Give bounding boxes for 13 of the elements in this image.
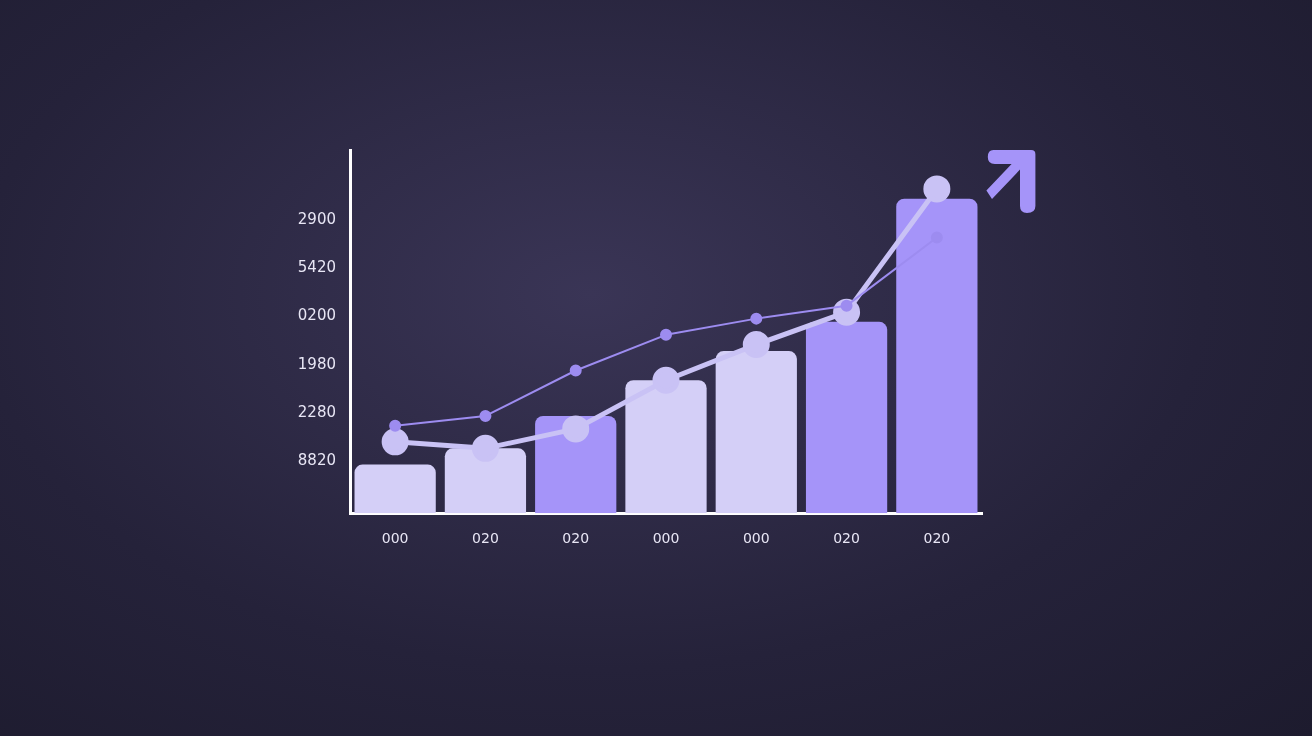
x-tick-label: 000 — [742, 530, 770, 547]
text: 1980 — [297, 354, 336, 373]
x-tick-label: 020 — [923, 530, 951, 547]
text: 0200 — [297, 306, 336, 325]
text: 8820 — [297, 451, 336, 470]
x-tick-label: 020 — [833, 530, 860, 547]
text: 2900 — [297, 209, 336, 228]
x-tick-label: 000 — [652, 530, 680, 547]
x-tick-label: 000 — [381, 530, 409, 547]
x-tick-label: 020 — [562, 530, 590, 547]
text: 5420 — [297, 258, 336, 277]
text: 2280 — [297, 402, 336, 421]
x-tick-label: 020 — [472, 530, 499, 547]
